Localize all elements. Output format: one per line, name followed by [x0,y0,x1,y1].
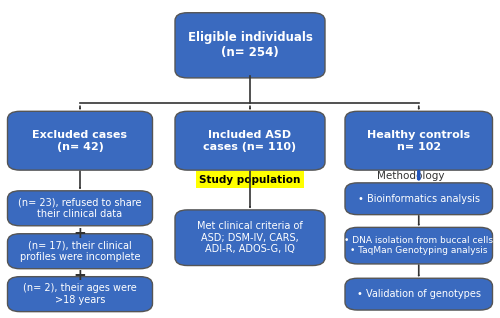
Text: Methodology: Methodology [378,171,445,182]
FancyBboxPatch shape [345,183,492,215]
FancyBboxPatch shape [8,111,152,170]
FancyBboxPatch shape [175,210,325,266]
Text: +: + [74,267,86,283]
Text: Met clinical criteria of
ASD; DSM-IV, CARS,
ADI-R, ADOS-G, IQ: Met clinical criteria of ASD; DSM-IV, CA… [197,221,303,254]
Text: • Validation of genotypes: • Validation of genotypes [356,289,480,299]
Text: Eligible individuals
(n= 254): Eligible individuals (n= 254) [188,31,312,59]
FancyBboxPatch shape [8,191,152,226]
FancyBboxPatch shape [345,278,492,310]
FancyBboxPatch shape [175,13,325,78]
Text: Healthy controls
n= 102: Healthy controls n= 102 [367,130,470,151]
Text: (n= 17), their clinical
profiles were incomplete: (n= 17), their clinical profiles were in… [20,240,140,262]
Text: +: + [74,226,86,241]
FancyBboxPatch shape [345,227,492,264]
Text: (n= 23), refused to share
their clinical data: (n= 23), refused to share their clinical… [18,197,142,219]
FancyBboxPatch shape [8,234,152,269]
Text: Study population: Study population [200,175,300,185]
FancyBboxPatch shape [175,111,325,170]
FancyBboxPatch shape [345,111,492,170]
Text: • DNA isolation from buccal cells
• TaqMan Genotyping analysis: • DNA isolation from buccal cells • TaqM… [344,236,493,255]
Text: (n= 2), their ages were
>18 years: (n= 2), their ages were >18 years [23,283,137,305]
Text: • Bioinformatics analysis: • Bioinformatics analysis [358,194,480,204]
Text: Included ASD
cases (n= 110): Included ASD cases (n= 110) [204,130,296,151]
FancyBboxPatch shape [8,277,152,312]
Text: Excluded cases
(n= 42): Excluded cases (n= 42) [32,130,128,151]
